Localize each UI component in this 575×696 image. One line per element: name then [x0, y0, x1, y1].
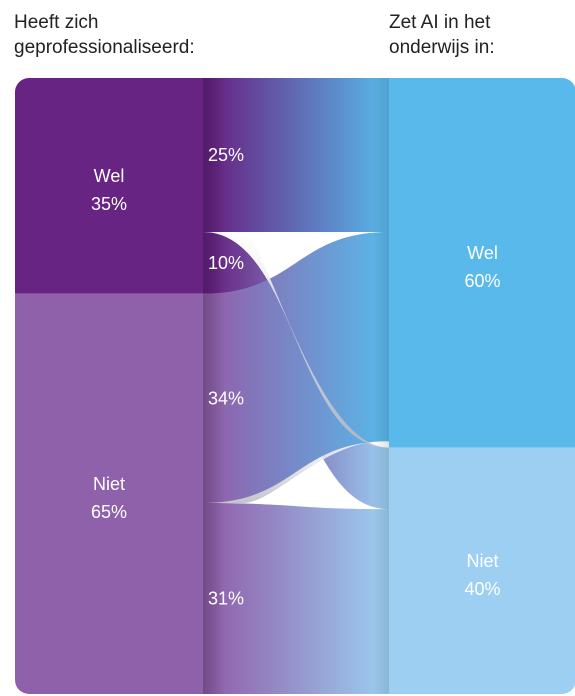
- left-column-header: Heeft zich geprofessionaliseerd:: [14, 12, 195, 58]
- flow-niet-to-wel: [203, 232, 389, 504]
- left-node-wel: [15, 78, 203, 294]
- right-node-niet-label: Niet: [466, 551, 498, 571]
- right-node-wel-pct: 60%: [464, 271, 500, 291]
- fold-highlight-wel-niet: [203, 232, 389, 448]
- left-node-niet: [15, 293, 203, 694]
- right-column-header: Zet AI in het onderwijs in:: [389, 12, 495, 58]
- flow-wel-to-niet-label: 10%: [208, 253, 244, 273]
- right-node-wel: [389, 78, 575, 448]
- right-node-niet-pct: 40%: [464, 579, 500, 599]
- left-node-wel-label: Wel: [94, 166, 125, 186]
- shade-strip-left: [203, 78, 225, 694]
- flow-niet-to-wel-label: 34%: [208, 388, 244, 408]
- left-node-niet-label: Niet: [93, 474, 125, 494]
- flow-niet-to-niet-label: 31%: [208, 589, 244, 609]
- flow-wel-to-wel-label: 25%: [208, 145, 244, 165]
- shade-strip-right: [373, 78, 389, 694]
- flow-niet-to-niet: [203, 503, 389, 694]
- right-node-niet: [389, 447, 575, 694]
- left-node-niet-pct: 65%: [91, 502, 127, 522]
- flow-wel-to-wel: [203, 78, 389, 232]
- right-node-wel-label: Wel: [467, 243, 498, 263]
- left-node-wel-pct: 35%: [91, 194, 127, 214]
